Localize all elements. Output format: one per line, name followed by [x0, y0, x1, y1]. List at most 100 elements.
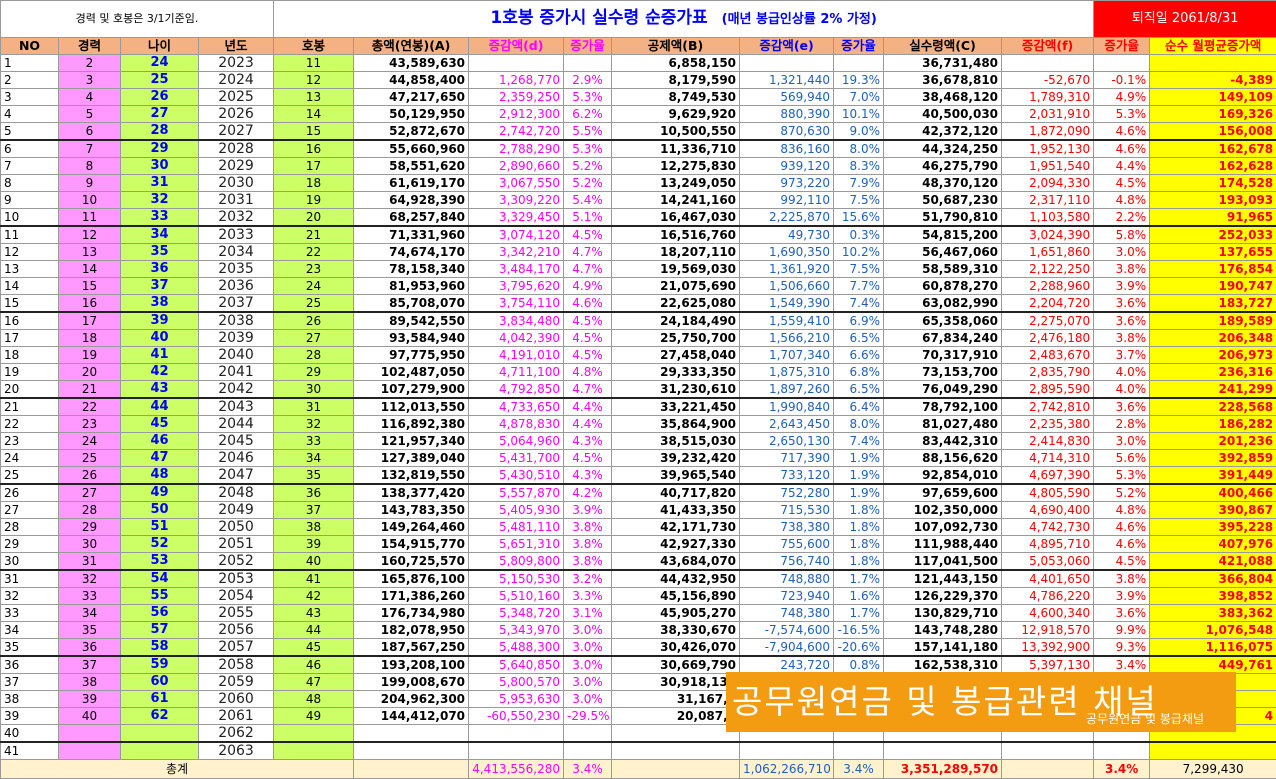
table-cell: 143,748,280	[884, 622, 1002, 639]
table-cell: 3.0%	[564, 674, 612, 691]
table-cell: 4,714,310	[1002, 450, 1094, 467]
table-cell: 154,915,770	[354, 536, 469, 553]
table-cell: 870,630	[740, 123, 834, 141]
table-cell: 30,426,070	[612, 639, 740, 657]
table-cell: 0.8%	[834, 656, 884, 674]
table-cell: 12	[1, 244, 59, 261]
table-cell: 395,228	[1150, 519, 1276, 536]
table-cell: 22	[1, 416, 59, 433]
table-cell: 38	[59, 674, 121, 691]
table-cell: 3.1%	[564, 605, 612, 622]
table-cell: 2056	[199, 622, 274, 639]
table-cell: 3.8%	[564, 536, 612, 553]
table-cell: 6	[59, 123, 121, 141]
table-cell: 93,584,940	[354, 330, 469, 347]
table-cell: 5,348,720	[469, 605, 564, 622]
table-cell: 38,468,120	[884, 89, 1002, 106]
table-cell: 169,326	[1150, 106, 1276, 123]
table-cell: 2,031,910	[1002, 106, 1094, 123]
table-cell: 61,619,170	[354, 175, 469, 192]
table-cell: 39	[274, 536, 354, 553]
table-cell: 189,589	[1150, 312, 1276, 330]
table-cell: 8,179,590	[612, 72, 740, 89]
page-title: 1호봉 증가시 실수령 순증가표(매년 봉급인상률 2% 가정)	[274, 1, 1094, 38]
table-cell: 40	[274, 553, 354, 571]
table-cell: 138,377,420	[354, 484, 469, 502]
table-cell: 9.9%	[1094, 622, 1150, 639]
table-cell: 9	[59, 175, 121, 192]
table-cell: 73,153,700	[884, 364, 1002, 381]
table-cell: 27,458,040	[612, 347, 740, 364]
table-cell: 4,786,220	[1002, 588, 1094, 605]
table-cell: 112,013,550	[354, 398, 469, 416]
table-cell: 1.9%	[834, 467, 884, 485]
total-cell: 총계	[1, 760, 354, 779]
table-cell: 4.4%	[564, 398, 612, 416]
table-cell: 2,650,130	[740, 433, 834, 450]
table-cell: 49	[274, 708, 354, 725]
table-cell	[59, 742, 121, 760]
table-cell	[274, 742, 354, 760]
table-cell: 20,087,4	[612, 708, 740, 725]
table-cell: 2	[59, 55, 121, 72]
table-cell: 42,171,730	[612, 519, 740, 536]
table-cell: 2027	[199, 123, 274, 141]
table-cell: 8.0%	[834, 140, 884, 158]
table-cell: 4.9%	[1094, 89, 1150, 106]
total-cell: 3.4%	[1094, 760, 1150, 779]
table-cell	[834, 55, 884, 72]
table-cell: 76,049,290	[884, 381, 1002, 399]
table-cell: 1,268,770	[469, 72, 564, 89]
table-cell: 2,835,790	[1002, 364, 1094, 381]
table-cell: 35	[274, 467, 354, 485]
table-cell: 3.7%	[1094, 347, 1150, 364]
total-cell: 1,062,266,710	[740, 760, 834, 779]
table-cell: 7	[59, 140, 121, 158]
table-cell: 68,257,840	[354, 209, 469, 227]
table-cell: 45	[121, 416, 199, 433]
table-cell: 4,895,710	[1002, 536, 1094, 553]
table-cell: 383,362	[1150, 605, 1276, 622]
table-cell: 59	[121, 656, 199, 674]
table-cell: 34	[121, 226, 199, 244]
table-cell: 6.5%	[834, 330, 884, 347]
table-cell: 30	[1, 553, 59, 571]
table-cell: 2035	[199, 261, 274, 278]
header-cell: 증가율	[834, 38, 884, 55]
header-cell: 증가율	[564, 38, 612, 55]
table-cell: 37	[1, 674, 59, 691]
total-cell	[354, 760, 469, 779]
table-cell: 8	[1, 175, 59, 192]
table-cell: 1,566,210	[740, 330, 834, 347]
table-cell: 25	[121, 72, 199, 89]
table-cell: 4.3%	[564, 467, 612, 485]
table-cell: 4.0%	[1094, 381, 1150, 399]
table-cell: 27	[274, 330, 354, 347]
table-cell: 162,628	[1150, 158, 1276, 175]
table-cell: 3.8%	[564, 553, 612, 571]
table-cell	[59, 725, 121, 743]
table-cell: 1,875,310	[740, 364, 834, 381]
table-cell: 27	[1, 502, 59, 519]
table-cell: 121,957,340	[354, 433, 469, 450]
table-cell: 27	[59, 484, 121, 502]
table-cell: 19,569,030	[612, 261, 740, 278]
table-cell: 176,734,980	[354, 605, 469, 622]
table-cell: 36	[59, 639, 121, 657]
table-cell: 13,249,050	[612, 175, 740, 192]
table-cell: 3.9%	[564, 502, 612, 519]
table-cell: 30	[274, 381, 354, 399]
table-cell: 4.4%	[1094, 158, 1150, 175]
table-cell: 22	[59, 398, 121, 416]
table-cell: 5,405,930	[469, 502, 564, 519]
table-cell: 144,412,070	[354, 708, 469, 725]
table-cell: 24	[274, 278, 354, 295]
table-cell: 32	[59, 570, 121, 588]
table-cell: 39	[59, 691, 121, 708]
